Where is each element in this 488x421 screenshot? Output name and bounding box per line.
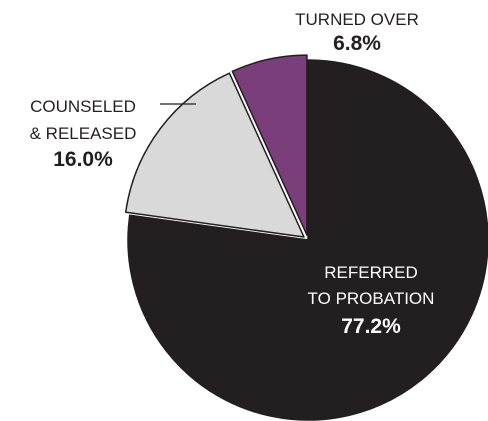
- referred-label-line1: REFERRED: [324, 263, 418, 282]
- counseled-label-line2: & RELEASED: [30, 124, 137, 143]
- turned-over-value: 6.8%: [333, 32, 381, 55]
- slice-counseled-released: [124, 72, 305, 238]
- referred-value: 77.2%: [341, 315, 401, 338]
- turned-over-label: TURNED OVER: [295, 10, 419, 29]
- counseled-label-line1: COUNSELED: [30, 97, 136, 116]
- slice-referred-to-probation: [127, 59, 488, 421]
- pie-slices: [124, 54, 488, 421]
- referred-label-line2: TO PROBATION: [308, 289, 435, 308]
- counseled-value: 16.0%: [53, 148, 113, 171]
- slice-turned-over: [231, 54, 308, 236]
